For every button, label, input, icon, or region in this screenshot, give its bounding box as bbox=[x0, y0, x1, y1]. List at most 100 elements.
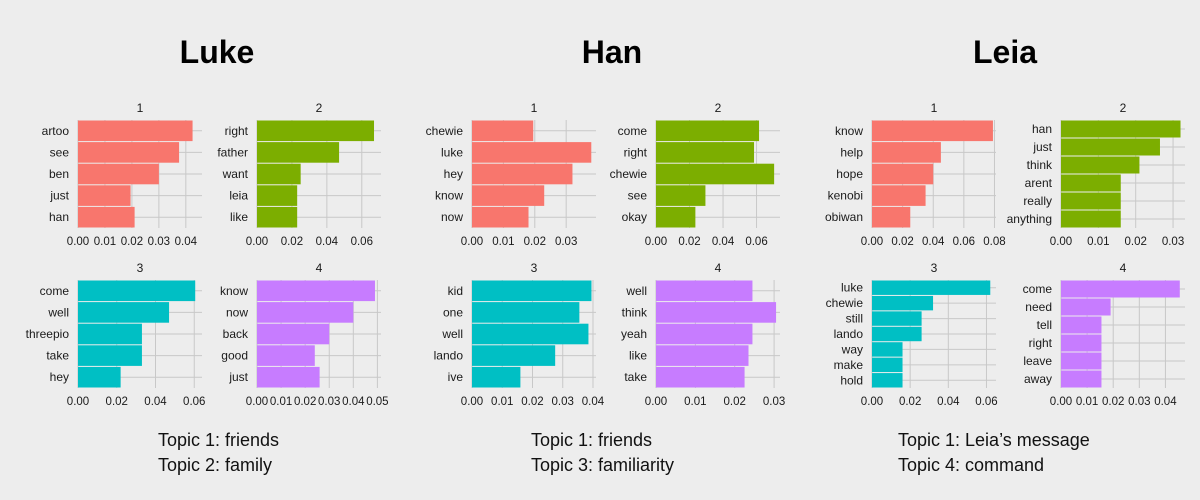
tick-label: 0.02 bbox=[524, 236, 546, 248]
tick-label: 0.00 bbox=[67, 396, 89, 408]
category-label: know bbox=[220, 284, 248, 298]
han-panel-3: 3 kid one well lando ive 0.00 0.01 0.02 0.03 0.04 bbox=[434, 261, 605, 408]
tick-label: 0.03 bbox=[763, 396, 785, 408]
category-label: still bbox=[846, 312, 863, 326]
luke-title: Luke bbox=[179, 34, 255, 70]
category-label: like bbox=[230, 210, 248, 224]
tick-label: 0.00 bbox=[461, 396, 483, 408]
bar-now bbox=[472, 206, 529, 228]
category-label: right bbox=[225, 124, 249, 138]
bar-know bbox=[872, 120, 993, 142]
category-label: okay bbox=[622, 210, 647, 224]
category-label: lando bbox=[834, 327, 864, 341]
bar-think bbox=[656, 302, 777, 323]
category-label: hey bbox=[50, 370, 69, 384]
bar-one bbox=[472, 302, 580, 323]
category-label: come bbox=[40, 284, 70, 298]
han-panel-2: 2 come right chewie see okay 0.00 0.02 0.04 0.06 bbox=[610, 101, 780, 248]
luke-panel-4: 4 know now back good just 0.00 0.01 0.02 0.03 0.04… bbox=[220, 261, 389, 408]
tick-label: 0.06 bbox=[351, 236, 373, 248]
bar-like bbox=[656, 345, 749, 366]
tick-label: 0.04 bbox=[922, 236, 945, 248]
category-label: want bbox=[222, 167, 249, 181]
panel-label: 4 bbox=[1120, 261, 1127, 275]
caption-line: Topic 3: familiarity bbox=[531, 455, 675, 475]
category-label: see bbox=[628, 189, 648, 203]
bar-know bbox=[257, 280, 375, 302]
bar-han bbox=[78, 206, 135, 228]
panel-label: 1 bbox=[137, 101, 144, 115]
tick-label: 0.02 bbox=[521, 396, 543, 408]
category-label: one bbox=[443, 305, 463, 319]
tick-label: 0.02 bbox=[1102, 396, 1124, 408]
han-panel-4: 4 well think yeah like take 0.00 0.01 0.02 0.03 bbox=[621, 261, 785, 408]
tick-label: 0.02 bbox=[678, 236, 700, 248]
panel-label: 4 bbox=[316, 261, 323, 275]
bar-okay bbox=[656, 206, 696, 228]
bar-anything bbox=[1061, 210, 1121, 228]
category-label: away bbox=[1024, 372, 1052, 386]
tick-label: 0.03 bbox=[1128, 396, 1150, 408]
tick-label: 0.04 bbox=[937, 396, 960, 408]
tick-label: 0.00 bbox=[645, 236, 667, 248]
bar-hey bbox=[472, 163, 573, 185]
bar-hold bbox=[872, 373, 903, 388]
panel-label: 3 bbox=[531, 261, 538, 275]
category-label: hold bbox=[840, 373, 863, 387]
tick-label: 0.02 bbox=[106, 396, 128, 408]
bar-luke bbox=[472, 142, 592, 163]
bar-right bbox=[1061, 334, 1102, 352]
panel-label: 2 bbox=[1120, 101, 1127, 115]
bar-just bbox=[78, 185, 131, 206]
category-label: han bbox=[1032, 122, 1052, 136]
luke-captions: Topic 1: friends Topic 2: family bbox=[158, 428, 498, 478]
bar-artoo bbox=[78, 120, 193, 142]
tick-label: 0.01 bbox=[491, 396, 513, 408]
category-label: threepio bbox=[26, 327, 70, 341]
category-label: ben bbox=[49, 167, 69, 181]
category-label: well bbox=[625, 284, 647, 298]
bar-know bbox=[472, 185, 545, 206]
category-label: come bbox=[1023, 282, 1053, 296]
leia-panel-4: 4 come need tell right leave away 0.00 0.01 0.02 0… bbox=[1023, 261, 1185, 408]
caption-line: Topic 4: command bbox=[898, 455, 1045, 475]
category-label: luke bbox=[841, 281, 863, 295]
category-label: obiwan bbox=[825, 210, 863, 224]
tick-label: 0.01 bbox=[492, 236, 514, 248]
panel-label: 2 bbox=[316, 101, 323, 115]
category-label: right bbox=[1029, 336, 1053, 350]
bar-come bbox=[1061, 280, 1180, 298]
bar-take bbox=[656, 366, 745, 388]
category-label: leia bbox=[229, 189, 248, 203]
category-label: right bbox=[624, 145, 648, 159]
category-label: now bbox=[441, 210, 463, 224]
bar-ive bbox=[472, 366, 521, 388]
tick-label: 0.00 bbox=[1050, 396, 1072, 408]
category-label: back bbox=[223, 327, 249, 341]
bar-see bbox=[656, 185, 706, 206]
panel-label: 1 bbox=[931, 101, 938, 115]
category-label: luke bbox=[441, 145, 463, 159]
tick-label: 0.05 bbox=[366, 396, 388, 408]
category-label: really bbox=[1023, 194, 1052, 208]
category-label: just bbox=[49, 189, 69, 203]
bar-well bbox=[656, 280, 753, 302]
caption-line: Topic 2: family bbox=[158, 455, 273, 475]
bar-well bbox=[472, 323, 589, 345]
tick-label: 0.03 bbox=[318, 396, 340, 408]
tick-label: 0.00 bbox=[246, 396, 268, 408]
tick-label: 0.04 bbox=[712, 236, 735, 248]
category-label: well bbox=[47, 305, 69, 319]
category-label: need bbox=[1025, 300, 1052, 314]
category-label: hope bbox=[836, 167, 863, 181]
tick-label: 0.00 bbox=[246, 236, 268, 248]
leia-title: Leia bbox=[972, 34, 1038, 70]
bar-leave bbox=[1061, 352, 1102, 370]
tick-label: 0.04 bbox=[1154, 396, 1177, 408]
bar-just bbox=[257, 366, 320, 388]
bar-still bbox=[872, 311, 922, 326]
tick-label: 0.06 bbox=[975, 396, 997, 408]
